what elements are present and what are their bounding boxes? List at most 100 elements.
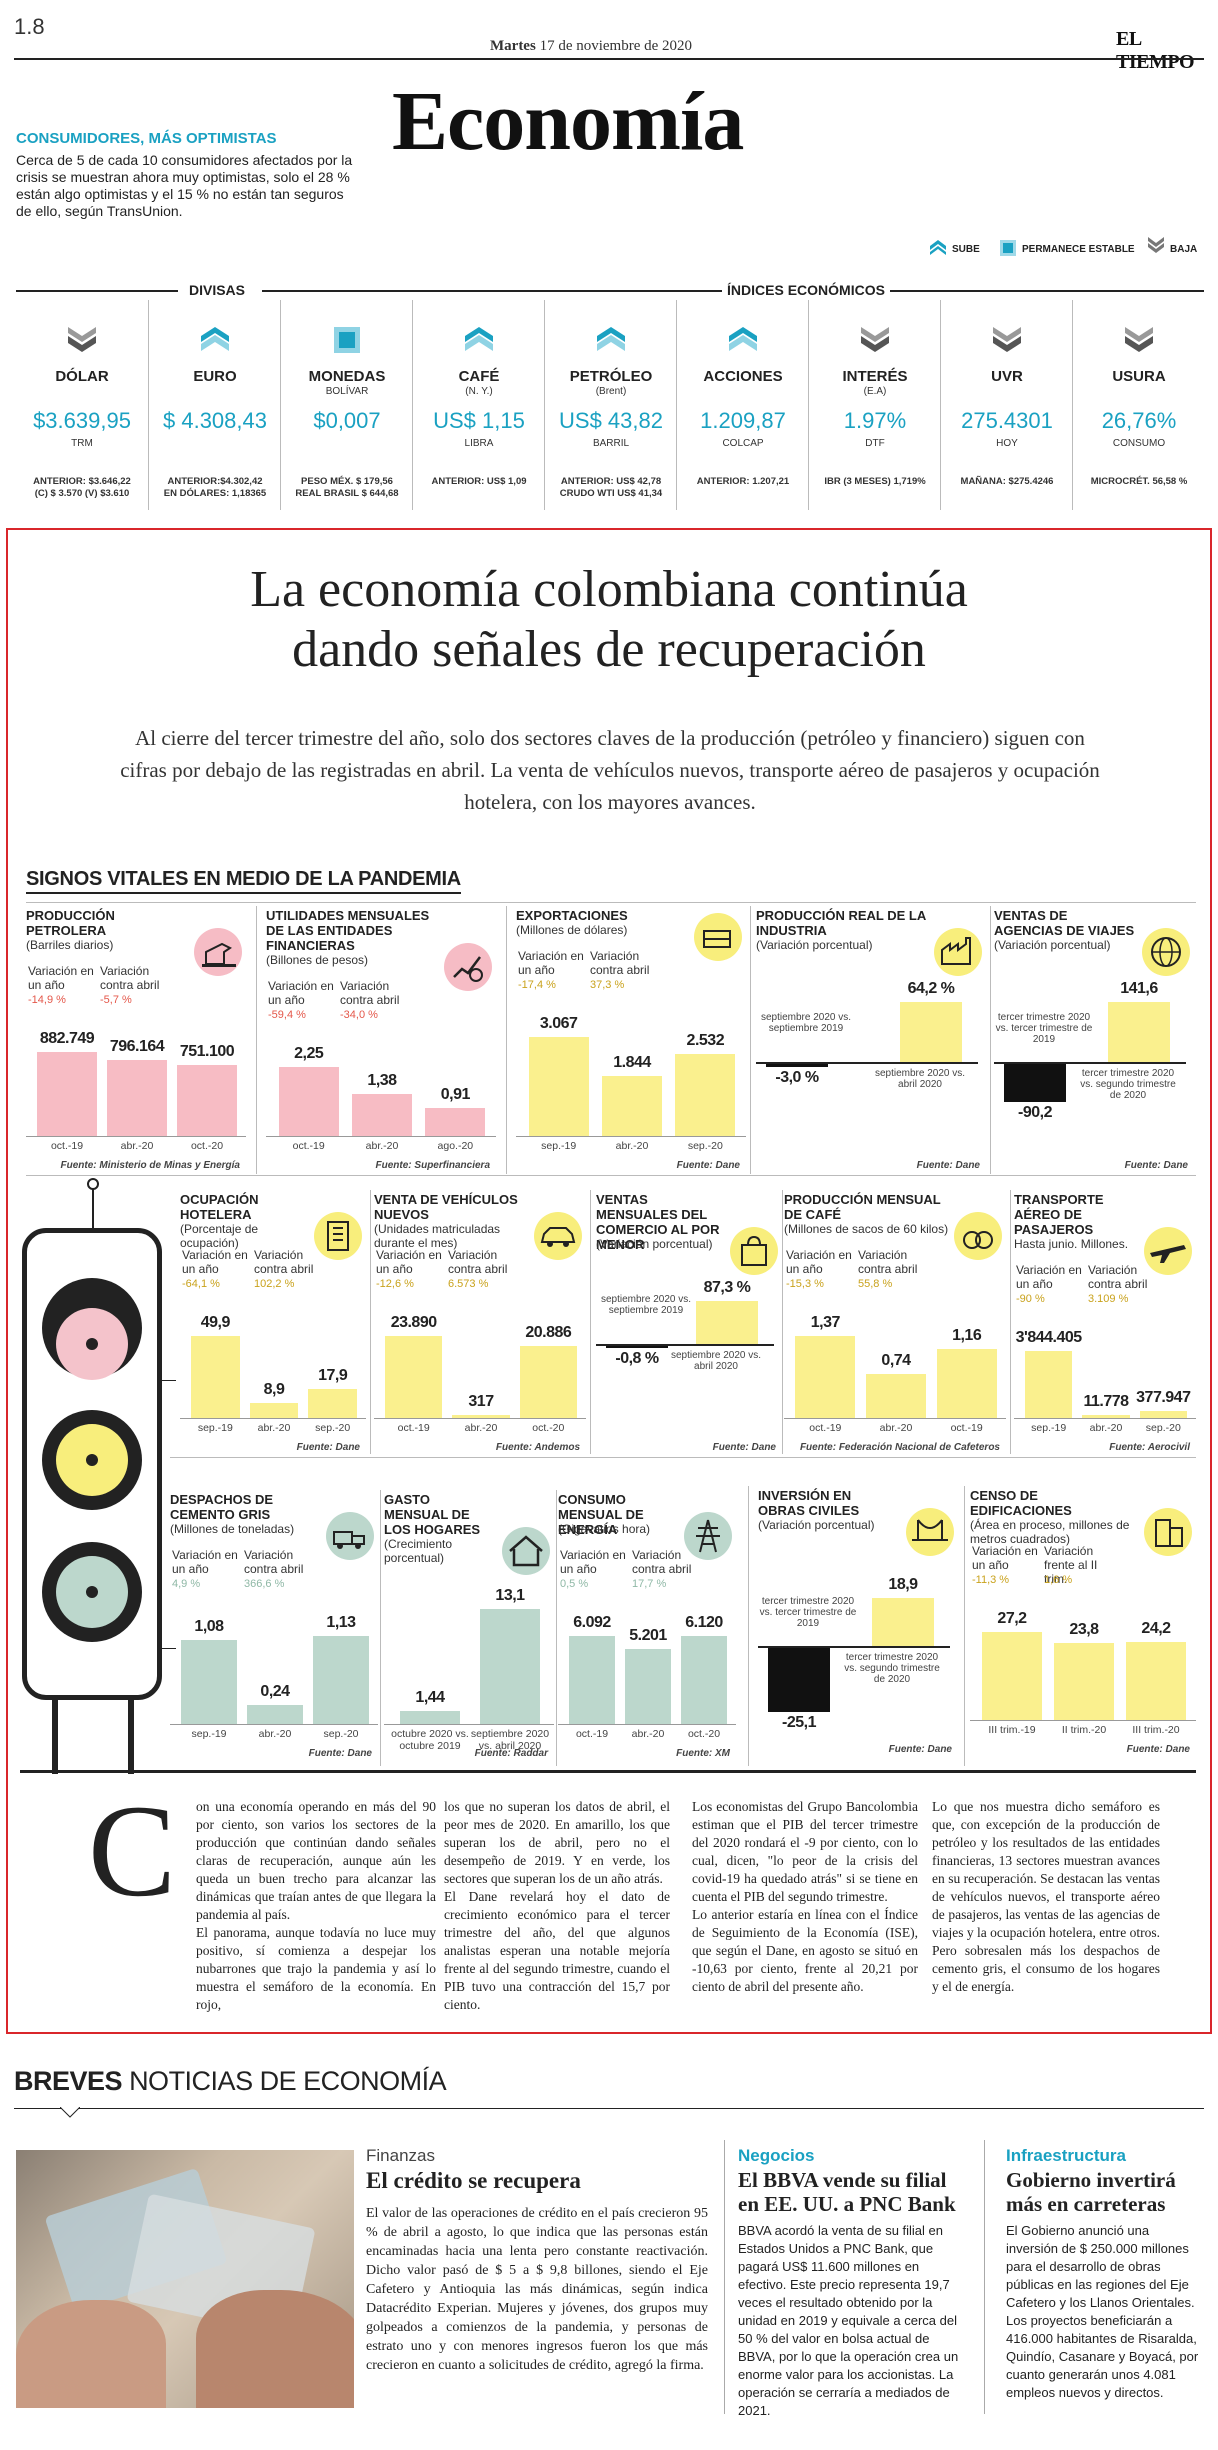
panel-separator xyxy=(1010,1190,1011,1454)
category-label: tercer trimestre 2020 vs. tercer trimest… xyxy=(759,1596,857,1629)
bar xyxy=(425,1108,486,1136)
bar-value-label: 64,2 % xyxy=(907,980,955,997)
baseline xyxy=(516,1136,746,1137)
traffic-light-leg-right xyxy=(128,1698,134,1774)
category-label: ago.-20 xyxy=(437,1140,474,1152)
chart-subtitle: (Millones de toneladas) xyxy=(170,1522,295,1536)
brief-3-title: Gobierno invertirá más en carreteras xyxy=(1006,2168,1176,2216)
chart-panel-5: VENTAS DE AGENCIAS DE VIAJES (Variación p… xyxy=(994,906,1194,1174)
category-label: sep.-20 xyxy=(1145,1422,1181,1434)
variation-april-value: 37,3 % xyxy=(590,979,625,991)
bar xyxy=(569,1636,615,1724)
bar xyxy=(519,1346,577,1418)
chart-title: UTILIDADES MENSUALES DE LAS ENTIDADES FI… xyxy=(266,908,430,953)
chart-subtitle: (Porcentaje de ocupación) xyxy=(180,1222,259,1250)
bar-value-label: 796.164 xyxy=(109,1038,165,1056)
bar-value-label: 0,24 xyxy=(260,1683,290,1701)
indicator-foot-2: CRUDO WTI US$ 41,34 xyxy=(559,488,663,499)
bar-value-label: 24,2 xyxy=(1141,1619,1171,1637)
house-icon xyxy=(502,1527,550,1575)
baseline xyxy=(170,1724,378,1725)
cargo-icon xyxy=(694,913,742,961)
category-label: oct.-19 xyxy=(575,1728,609,1740)
variation-year-value: 4,9 % xyxy=(172,1578,201,1590)
bar-value-label: 11.778 xyxy=(1083,1393,1129,1410)
indicator-name: ACCIONES xyxy=(703,368,783,385)
teaser-title: CONSUMIDORES, MÁS OPTIMISTAS xyxy=(16,130,277,147)
bar-value-label: 6.120 xyxy=(685,1614,723,1631)
variation-year-value: -14,9 % xyxy=(28,994,66,1006)
chart-source: Fuente: Superfinanciera xyxy=(375,1160,490,1171)
bar xyxy=(308,1388,357,1418)
chart-title: OCUPACIÓN HOTELERA xyxy=(180,1192,259,1222)
indicator-foot-1: ANTERIOR: 1.207,21 xyxy=(696,476,790,487)
indicator-value: 275.4301 xyxy=(961,408,1053,433)
bar-value-label: 18,9 xyxy=(888,1575,918,1593)
panel-separator xyxy=(748,1486,749,1766)
indicators-rule-left xyxy=(16,290,178,292)
zero-line xyxy=(596,1344,774,1346)
chart-source: Fuente: Aerocivil xyxy=(1109,1442,1190,1453)
bar-value-label: 23,8 xyxy=(1069,1621,1099,1638)
infographic-title: SIGNOS VITALES EN MEDIO DE LA PANDEMIA xyxy=(26,868,461,894)
indicator-name: CAFÉ xyxy=(458,368,500,385)
category-label: sep.-19 xyxy=(197,1422,233,1434)
variation-april-label: Variación contra abril xyxy=(590,949,650,977)
dateline-date: 17 de noviembre de 2020 xyxy=(539,38,693,54)
row1-divider xyxy=(26,1175,1196,1176)
chart-panel-8: VENTAS MENSUALES DEL COMERCIO AL POR MEN… xyxy=(596,1190,782,1456)
indicator-foot-1: PESO MÉX. $ 179,56 xyxy=(301,476,393,487)
bar xyxy=(768,1648,830,1712)
chart-subtitle: (Variación porcentual) xyxy=(596,1237,713,1251)
baseline xyxy=(970,1720,1196,1721)
power-tower-icon xyxy=(684,1512,732,1560)
bar xyxy=(1108,1002,1170,1062)
chart-panel-6: OCUPACIÓN HOTELERA (Porcentaje de ocupaci… xyxy=(180,1190,366,1456)
bar-value-label: 1,38 xyxy=(367,1071,397,1089)
indicator-4: CAFÉ (N. Y.) US$ 1,15 LIBRA ANTERIOR: US$ 1,… xyxy=(412,300,544,510)
breves-vrule-1 xyxy=(724,2140,725,2414)
panel-separator xyxy=(506,906,507,1174)
indicator-foot-2: EN DÓLARES: 1,18365 xyxy=(163,488,267,499)
bar-value-label: -90,2 xyxy=(1018,1104,1052,1122)
lead-paragraph: Al cierre del tercer trimestre del año, … xyxy=(120,726,1100,814)
bar-value-label: 27,2 xyxy=(997,1610,1027,1627)
indicator-unit: BARRIL xyxy=(592,438,630,449)
baseline xyxy=(180,1418,366,1419)
category-label: octubre 2020 vs. octubre 2019 xyxy=(391,1728,469,1752)
chart-title: PRODUCCIÓN REAL DE LA INDUSTRIA xyxy=(756,908,926,938)
chart-subtitle: (Unidades matriculadas durante el mes) xyxy=(374,1222,501,1250)
chart-panel-10: TRANSPORTE AÉREO DE PASAJEROS Hasta junio… xyxy=(1014,1190,1196,1456)
bar-value-label: 1,16 xyxy=(952,1326,982,1344)
bar-value-label: -0,8 % xyxy=(615,1350,659,1367)
indicator-value: 1.97% xyxy=(843,408,907,433)
down-trend-icon xyxy=(68,327,96,352)
bar xyxy=(313,1636,369,1724)
chart-panel-11: DESPACHOS DE CEMENTO GRIS (Millones de to… xyxy=(170,1490,378,1762)
chart-panel-2: UTILIDADES MENSUALES DE LAS ENTIDADES FI… xyxy=(266,906,496,1174)
traffic-light-pole-dot xyxy=(87,1178,99,1190)
indicator-unit: TRM xyxy=(71,438,93,449)
down-trend-icon xyxy=(1125,327,1153,352)
divisas-label: DIVISAS xyxy=(188,282,245,298)
chart-source: Fuente: Dane xyxy=(308,1748,372,1759)
yellow-light xyxy=(42,1410,142,1510)
variation-april-value: 6.573 % xyxy=(448,1278,489,1290)
zero-line xyxy=(756,1062,978,1064)
bar-value-label: 1,37 xyxy=(810,1314,841,1331)
chart-source: Fuente: Dane xyxy=(1126,1744,1190,1755)
bar xyxy=(1139,1411,1187,1418)
down-trend-icon xyxy=(861,327,889,352)
category-label: II trim.-20 xyxy=(1061,1724,1107,1736)
feature-frame xyxy=(6,528,1212,2034)
variation-april-label: Variación frente al II trim. xyxy=(1044,1544,1098,1586)
indices-label: ÍNDICES ECONÓMICOS xyxy=(727,282,885,298)
up-trend-icon xyxy=(597,327,625,351)
brief-1-kicker: Finanzas xyxy=(366,2146,435,2165)
factory-icon xyxy=(934,928,982,976)
bar xyxy=(385,1336,443,1418)
category-label: III trim.-20 xyxy=(1132,1724,1180,1736)
bar xyxy=(1126,1641,1186,1720)
variation-april-value: -5,7 % xyxy=(100,994,132,1006)
indicator-value: 1.209,87 xyxy=(700,408,786,433)
